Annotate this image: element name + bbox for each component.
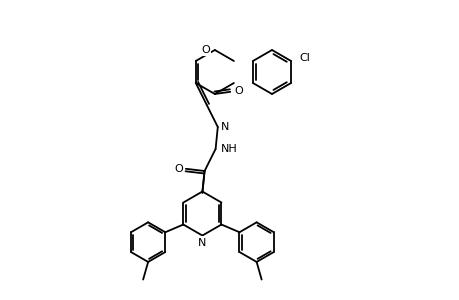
Text: N: N xyxy=(220,122,229,132)
Text: NH: NH xyxy=(220,144,237,154)
Text: Cl: Cl xyxy=(298,53,309,63)
Text: O: O xyxy=(174,164,183,174)
Text: O: O xyxy=(201,45,209,55)
Text: O: O xyxy=(234,86,242,96)
Text: N: N xyxy=(198,238,206,248)
